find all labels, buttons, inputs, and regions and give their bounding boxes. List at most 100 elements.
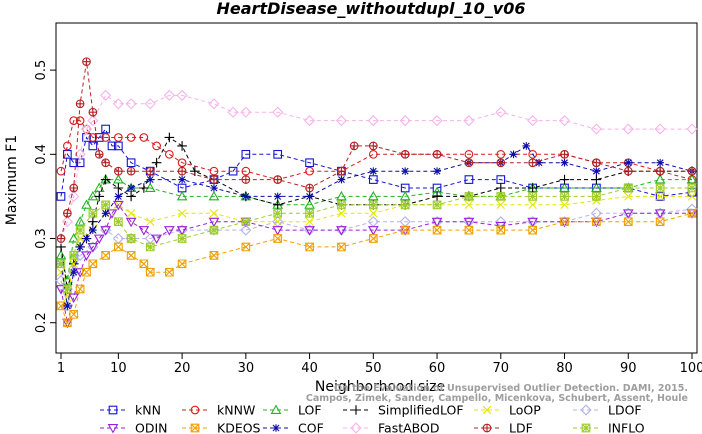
data-point bbox=[240, 106, 252, 118]
data-point bbox=[368, 234, 378, 243]
series-simplifiedlof bbox=[56, 132, 697, 294]
watermark-line-authors: Campos, Zimek, Sander, Campello, Micenko… bbox=[306, 393, 688, 404]
data-point bbox=[337, 209, 346, 218]
data-point bbox=[622, 209, 634, 219]
data-point bbox=[432, 200, 442, 210]
data-point bbox=[305, 242, 314, 252]
data-point bbox=[464, 192, 474, 201]
data-point bbox=[74, 216, 86, 226]
data-point bbox=[177, 209, 187, 218]
x-tick-label: 20 bbox=[174, 361, 191, 376]
data-point bbox=[305, 208, 314, 218]
legend-label: KDEOS bbox=[217, 421, 261, 434]
y-tick-label: 0.4 bbox=[34, 144, 49, 165]
legend-item-odin: ODIN bbox=[100, 421, 168, 434]
data-point bbox=[177, 158, 187, 168]
data-point bbox=[240, 224, 252, 236]
data-point bbox=[496, 200, 505, 210]
data-point bbox=[622, 123, 634, 135]
chart-title: HeartDisease_withoutdupl_10_v06 bbox=[217, 0, 526, 18]
data-point bbox=[114, 133, 123, 142]
data-point bbox=[528, 158, 538, 168]
legend-label: INFLO bbox=[608, 421, 645, 434]
data-point bbox=[592, 167, 601, 175]
legend-item-knn: kNN bbox=[100, 403, 161, 418]
data-point bbox=[592, 217, 601, 227]
data-point bbox=[400, 225, 410, 235]
data-point bbox=[687, 192, 697, 201]
data-point bbox=[560, 200, 569, 210]
data-point bbox=[337, 242, 346, 252]
data-point bbox=[151, 157, 162, 168]
data-point bbox=[74, 148, 86, 160]
data-point bbox=[241, 149, 251, 159]
data-point bbox=[496, 149, 506, 159]
data-point bbox=[75, 99, 85, 109]
data-point bbox=[400, 149, 410, 159]
data-point bbox=[273, 149, 283, 159]
legend-item-inflo: INFLO bbox=[573, 421, 645, 434]
data-point bbox=[56, 166, 66, 176]
data-point bbox=[687, 166, 697, 176]
data-point bbox=[107, 141, 117, 151]
data-point bbox=[623, 183, 633, 193]
data-point bbox=[88, 141, 98, 151]
data-point bbox=[558, 115, 571, 127]
data-point bbox=[432, 149, 442, 159]
data-point bbox=[527, 183, 538, 193]
x-tick-label: 50 bbox=[365, 361, 382, 376]
data-point bbox=[63, 302, 72, 310]
data-point bbox=[176, 226, 188, 236]
data-point bbox=[56, 268, 66, 277]
x-tick-label: 70 bbox=[493, 361, 510, 376]
data-point bbox=[335, 115, 348, 127]
data-point bbox=[56, 259, 66, 269]
data-point bbox=[63, 149, 72, 159]
data-point bbox=[81, 251, 92, 261]
data-point bbox=[177, 141, 187, 151]
data-point bbox=[61, 216, 73, 228]
data-point bbox=[496, 225, 506, 235]
data-point bbox=[125, 232, 137, 245]
data-point bbox=[654, 209, 666, 219]
legend-marker bbox=[580, 404, 592, 416]
data-point bbox=[75, 225, 85, 235]
x-axis: 1 10 20 30 40 50 60 70 80 90 100 bbox=[57, 353, 702, 376]
legend-item-ldof: LDOF bbox=[573, 403, 642, 418]
data-point bbox=[80, 123, 93, 135]
legend-label: LoOP bbox=[509, 403, 541, 418]
data-point bbox=[113, 200, 124, 211]
data-point bbox=[100, 89, 112, 101]
data-point bbox=[209, 225, 219, 235]
data-point bbox=[56, 234, 66, 243]
data-point bbox=[94, 149, 104, 159]
data-point bbox=[69, 116, 79, 125]
data-point bbox=[87, 115, 99, 127]
data-point bbox=[126, 158, 136, 168]
x-tick-label: 60 bbox=[429, 361, 446, 376]
series-ldf bbox=[56, 57, 697, 243]
legend-marker bbox=[108, 405, 118, 415]
data-point bbox=[126, 209, 136, 218]
data-point bbox=[69, 183, 79, 193]
data-point bbox=[273, 175, 283, 184]
data-point bbox=[82, 124, 91, 134]
data-point bbox=[139, 259, 149, 269]
data-point bbox=[528, 192, 538, 201]
data-point bbox=[654, 123, 666, 135]
data-point bbox=[114, 217, 123, 227]
data-point bbox=[88, 107, 98, 117]
data-point bbox=[337, 200, 346, 210]
data-point bbox=[273, 192, 282, 201]
data-point bbox=[624, 158, 633, 167]
data-point bbox=[528, 149, 538, 159]
data-point bbox=[101, 251, 110, 260]
data-point bbox=[431, 115, 443, 127]
data-point bbox=[592, 158, 601, 168]
data-point bbox=[145, 242, 155, 252]
data-point bbox=[560, 158, 569, 167]
data-point bbox=[139, 183, 149, 193]
data-point bbox=[177, 234, 187, 243]
data-point bbox=[273, 234, 283, 243]
data-point bbox=[592, 192, 601, 201]
